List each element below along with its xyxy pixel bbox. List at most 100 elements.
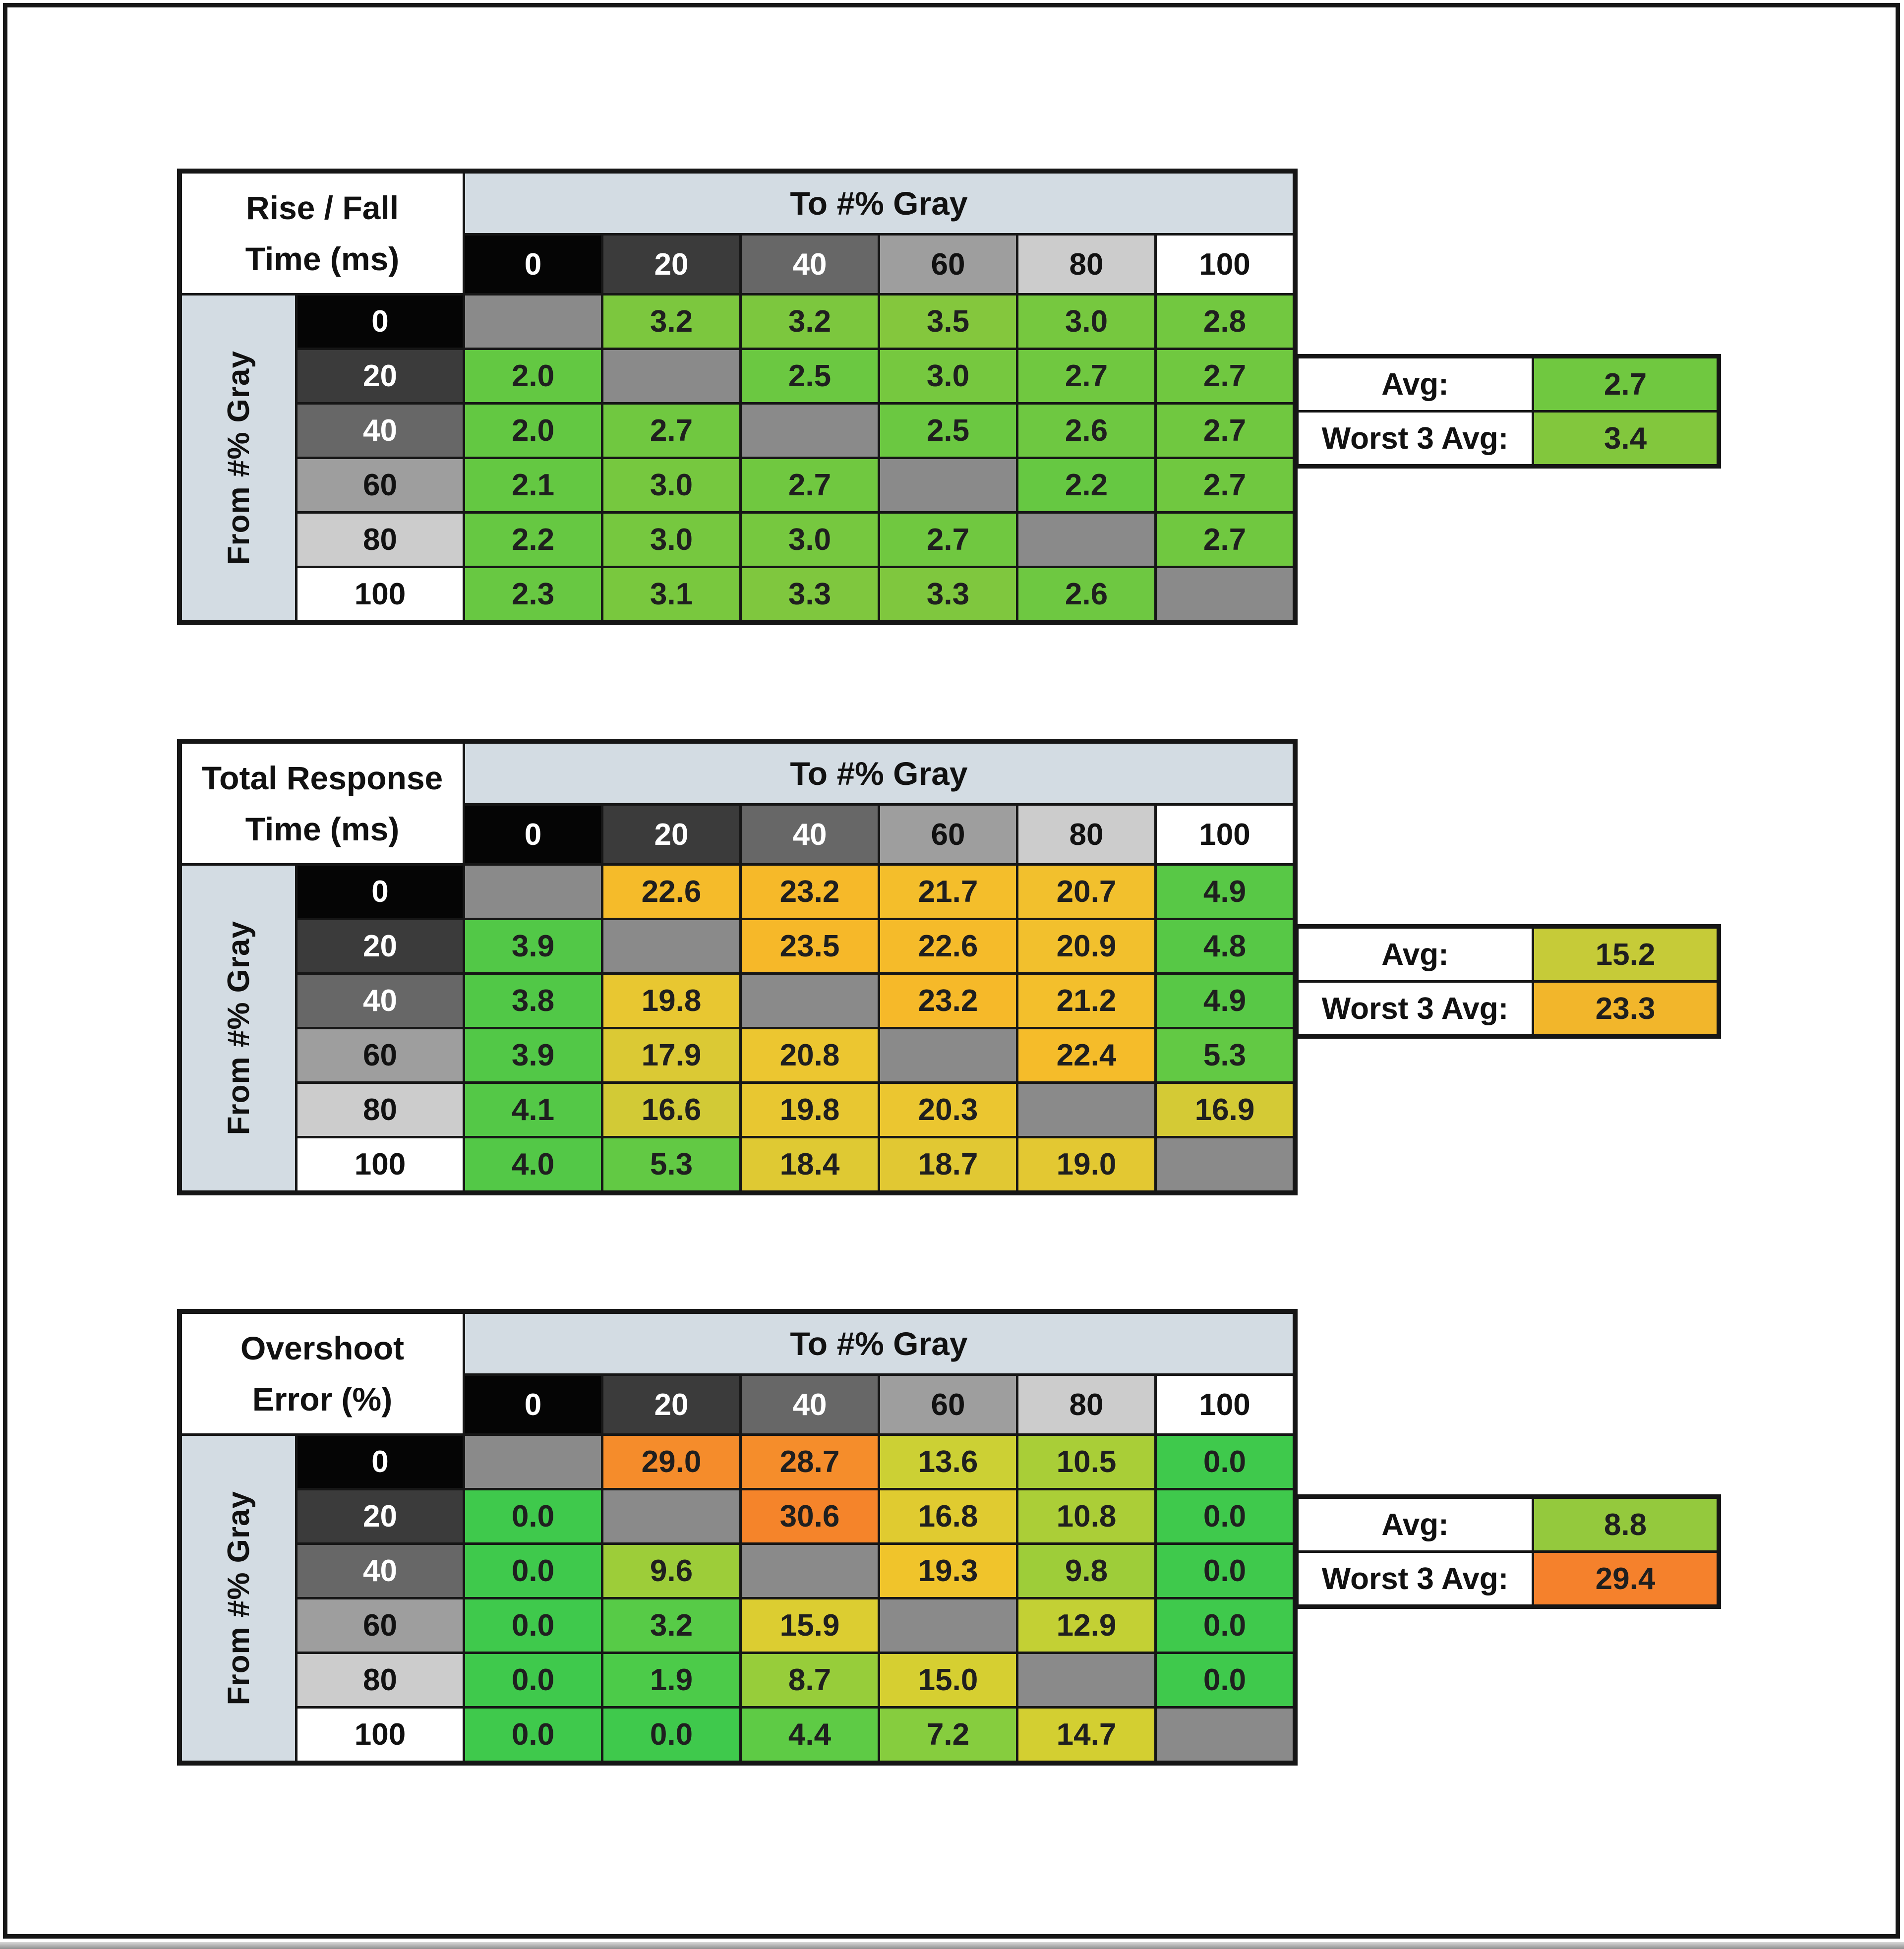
data-cell: 19.8 [603, 975, 739, 1027]
row-axis-label: From #% Gray [182, 866, 295, 1190]
row-axis-label-text: From #% Gray [221, 351, 256, 565]
col-header-0: 0 [465, 1376, 601, 1433]
row-axis-label: From #% Gray [182, 1436, 295, 1761]
data-cell: 7.2 [880, 1709, 1016, 1761]
window-bottom-edge [0, 1942, 1904, 1949]
worst3-value: 23.3 [1534, 983, 1717, 1034]
data-cell: 2.7 [603, 405, 739, 457]
diagonal-cell [1157, 1138, 1293, 1190]
row-axis-label-text: From #% Gray [221, 1491, 256, 1706]
data-cell: 16.8 [880, 1490, 1016, 1542]
worst3-label: Worst 3 Avg: [1299, 983, 1532, 1034]
data-cell: 2.7 [1157, 405, 1293, 457]
data-cell: 0.0 [1157, 1436, 1293, 1488]
col-header-80: 80 [1018, 806, 1154, 863]
row-header-0: 0 [298, 295, 463, 348]
data-cell: 0.0 [1157, 1545, 1293, 1597]
data-cell: 23.2 [742, 866, 878, 918]
data-cell: 19.8 [742, 1084, 878, 1136]
diagonal-cell [1157, 1709, 1293, 1761]
col-header-0: 0 [465, 806, 601, 863]
data-cell: 0.0 [1157, 1599, 1293, 1652]
rise-fall-time-table-unit: Rise / Fall Time (ms) To #% Gray 0 20 40 60 80 1… [177, 169, 1724, 635]
data-cell: 0.0 [1157, 1654, 1293, 1706]
worst3-label: Worst 3 Avg: [1299, 413, 1532, 464]
avg-value: 8.8 [1534, 1499, 1717, 1550]
col-header-60: 60 [880, 1376, 1016, 1433]
row-header-100: 100 [298, 1709, 463, 1761]
data-cell: 3.0 [603, 459, 739, 511]
total-response-time-heatmap: Total Response Time (ms) To #% Gray 0 20 40 60… [177, 739, 1298, 1195]
diagonal-cell [603, 1490, 739, 1542]
overshoot-error-table-unit: Overshoot Error (%) To #% Gray 0 20 40 60 80 100… [177, 1309, 1724, 1775]
col-header-100: 100 [1157, 1376, 1293, 1433]
avg-label: Avg: [1299, 1499, 1532, 1550]
data-cell: 3.2 [603, 295, 739, 348]
data-cell: 4.8 [1157, 920, 1293, 972]
worst3-value: 29.4 [1534, 1553, 1717, 1604]
table-title: Rise / Fall Time (ms) [182, 174, 463, 293]
col-header-60: 60 [880, 806, 1016, 863]
col-header-80: 80 [1018, 1376, 1154, 1433]
row-header-60: 60 [298, 459, 463, 511]
data-cell: 3.2 [742, 295, 878, 348]
rise-fall-summary-block: Avg: 2.7 Worst 3 Avg: 3.4 [1294, 354, 1721, 469]
table-title: Overshoot Error (%) [182, 1314, 463, 1433]
data-cell: 0.0 [1157, 1490, 1293, 1542]
col-header-40: 40 [742, 236, 878, 293]
diagonal-cell [880, 1029, 1016, 1081]
col-header-100: 100 [1157, 236, 1293, 293]
data-cell: 2.3 [465, 568, 601, 620]
data-cell: 23.5 [742, 920, 878, 972]
col-axis-label: To #% Gray [465, 1314, 1293, 1373]
col-header-20: 20 [603, 236, 739, 293]
data-cell: 3.9 [465, 1029, 601, 1081]
data-cell: 4.9 [1157, 975, 1293, 1027]
data-cell: 2.7 [1157, 459, 1293, 511]
col-header-80: 80 [1018, 236, 1154, 293]
data-cell: 0.0 [465, 1599, 601, 1652]
avg-label: Avg: [1299, 929, 1532, 980]
rise-fall-time-heatmap: Rise / Fall Time (ms) To #% Gray 0 20 40 60 80 1… [177, 169, 1298, 625]
data-cell: 4.1 [465, 1084, 601, 1136]
data-cell: 16.6 [603, 1084, 739, 1136]
diagonal-cell [1018, 1654, 1154, 1706]
data-cell: 21.2 [1018, 975, 1154, 1027]
data-cell: 19.3 [880, 1545, 1016, 1597]
diagonal-cell [603, 350, 739, 402]
data-cell: 2.7 [1157, 514, 1293, 566]
data-cell: 0.0 [465, 1490, 601, 1542]
diagonal-cell [465, 866, 601, 918]
data-cell: 2.0 [465, 350, 601, 402]
data-cell: 5.3 [1157, 1029, 1293, 1081]
data-cell: 10.5 [1018, 1436, 1154, 1488]
worst3-label: Worst 3 Avg: [1299, 1553, 1532, 1604]
row-header-60: 60 [298, 1029, 463, 1081]
data-cell: 4.0 [465, 1138, 601, 1190]
row-axis-label-text: From #% Gray [221, 921, 256, 1135]
col-header-0: 0 [465, 236, 601, 293]
data-cell: 0.0 [465, 1654, 601, 1706]
row-header-80: 80 [298, 514, 463, 566]
row-header-0: 0 [298, 1436, 463, 1488]
data-cell: 22.6 [880, 920, 1016, 972]
diagonal-cell [742, 405, 878, 457]
diagonal-cell [465, 1436, 601, 1488]
data-cell: 17.9 [603, 1029, 739, 1081]
data-cell: 22.4 [1018, 1029, 1154, 1081]
data-cell: 0.0 [465, 1709, 601, 1761]
data-cell: 10.8 [1018, 1490, 1154, 1542]
row-header-20: 20 [298, 1490, 463, 1542]
data-cell: 2.0 [465, 405, 601, 457]
col-axis-label: To #% Gray [465, 744, 1293, 803]
data-cell: 5.3 [603, 1138, 739, 1190]
data-cell: 3.3 [880, 568, 1016, 620]
data-cell: 23.2 [880, 975, 1016, 1027]
data-cell: 0.0 [465, 1545, 601, 1597]
data-cell: 2.7 [742, 459, 878, 511]
row-header-100: 100 [298, 568, 463, 620]
diagonal-cell [1018, 514, 1154, 566]
data-cell: 2.7 [1157, 350, 1293, 402]
total-response-time-table-unit: Total Response Time (ms) To #% Gray 0 20 40 60… [177, 739, 1724, 1205]
data-cell: 14.7 [1018, 1709, 1154, 1761]
